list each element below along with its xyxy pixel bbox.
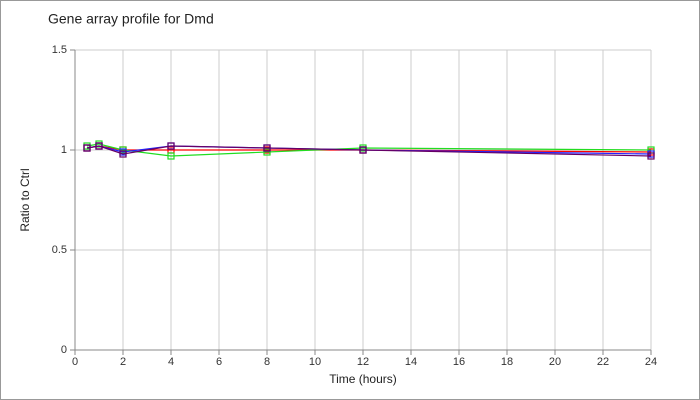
point-marker [263, 148, 271, 156]
y-tick-label: 0 [61, 344, 67, 356]
y-tick-label: 1 [61, 144, 67, 156]
series-line [86, 145, 652, 157]
point-marker [359, 146, 367, 154]
point-marker [263, 144, 271, 152]
x-tick-label: 14 [405, 356, 417, 368]
point-marker [647, 152, 655, 160]
x-tick-label: 16 [453, 356, 465, 368]
x-tick-label: 0 [72, 356, 78, 368]
x-tick-label: 12 [357, 356, 369, 368]
x-tick-label: 2 [120, 356, 126, 368]
y-tick-label: 0.5 [52, 244, 67, 256]
x-tick-label: 6 [216, 356, 222, 368]
x-tick-label: 10 [309, 356, 321, 368]
x-tick-label: 4 [168, 356, 174, 368]
point-marker [95, 142, 103, 150]
x-axis-label: Time (hours) [329, 372, 397, 386]
y-tick-label: 1.5 [52, 44, 67, 56]
point-marker [119, 150, 127, 158]
point-marker [83, 144, 91, 152]
x-tick-label: 24 [645, 356, 657, 368]
x-tick-label: 22 [597, 356, 609, 368]
x-tick-label: 20 [549, 356, 561, 368]
series-line [86, 143, 652, 157]
chart-title: Gene array profile for Dmd [48, 11, 214, 27]
y-axis-label: Ratio to Ctrl [18, 168, 32, 231]
point-marker [167, 152, 175, 160]
point-marker [167, 142, 175, 150]
x-tick-label: 18 [501, 356, 513, 368]
x-tick-label: 8 [264, 356, 270, 368]
